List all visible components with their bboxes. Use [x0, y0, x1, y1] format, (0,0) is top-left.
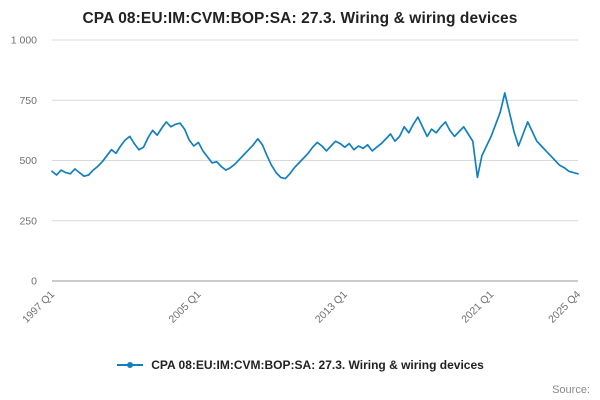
series-line	[51, 92, 579, 180]
y-axis-tick-label: 0	[31, 276, 37, 288]
legend-label: CPA 08:EU:IM:CVM:BOP:SA: 27.3. Wiring & …	[151, 358, 484, 372]
x-axis-tick-label: 1997 Q1	[20, 289, 57, 326]
y-axis-tick-label: 500	[19, 155, 37, 167]
y-axis-tick-label: 250	[19, 215, 37, 227]
y-axis-tick-label: 750	[19, 95, 37, 107]
x-axis-tick-label: 2021 Q1	[459, 289, 496, 326]
legend[interactable]: CPA 08:EU:IM:CVM:BOP:SA: 27.3. Wiring & …	[0, 358, 600, 372]
legend-line-marker-icon	[117, 362, 144, 368]
source-label: Source:	[552, 384, 590, 396]
line-chart-plot-area: 0 250 500 750 1 000 1997 Q1 2005 Q1 2013 Q1 2021…	[11, 35, 584, 326]
x-axis-tick-label: 2013 Q1	[313, 289, 350, 326]
x-axis-tick-label: 2025 Q4	[546, 289, 583, 326]
y-axis-tick-label: 1 000	[11, 35, 37, 47]
chart-title: CPA 08:EU:IM:CVM:BOP:SA: 27.3. Wiring & …	[82, 10, 518, 27]
x-axis-tick-label: 2005 Q1	[167, 289, 204, 326]
